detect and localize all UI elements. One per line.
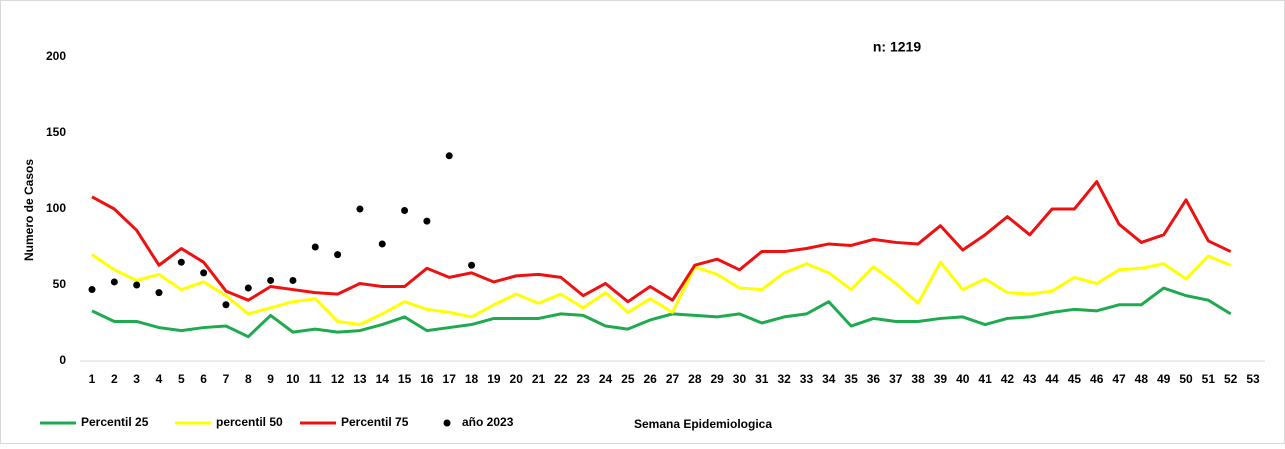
- x-tick-label: 5: [178, 372, 185, 386]
- x-tick-label: 7: [223, 372, 230, 386]
- x-tick-label: 50: [1179, 372, 1193, 386]
- x-tick-label: 41: [978, 372, 992, 386]
- x-axis-title: Semana Epidemiologica: [634, 417, 772, 431]
- x-tick-label: 14: [376, 372, 390, 386]
- legend-label: año 2023: [462, 415, 514, 429]
- x-tick-label: 1: [89, 372, 96, 386]
- x-tick-label: 21: [532, 372, 546, 386]
- x-tick-label: 52: [1224, 372, 1238, 386]
- x-tick-label: 13: [353, 372, 367, 386]
- x-tick-label: 38: [911, 372, 925, 386]
- legend-label: Percentil 25: [81, 415, 149, 429]
- x-tick-label: 46: [1090, 372, 1104, 386]
- x-tick-label: 8: [245, 372, 252, 386]
- x-tick-label: 16: [420, 372, 434, 386]
- legend-label: percentil 50: [216, 415, 283, 429]
- data-point: [468, 261, 476, 269]
- x-tick-label: 28: [688, 372, 702, 386]
- legend-label: Percentil 75: [341, 415, 409, 429]
- data-point: [334, 251, 342, 259]
- data-point: [311, 243, 319, 251]
- series-line: [91, 180, 1232, 304]
- x-tick-label: 9: [267, 372, 274, 386]
- y-tick-label: 50: [53, 277, 67, 291]
- x-tick-label: 32: [777, 372, 791, 386]
- series-line: [91, 286, 1232, 339]
- x-tick-label: 30: [733, 372, 747, 386]
- x-tick-label: 48: [1135, 372, 1149, 386]
- x-tick-label: 11: [309, 372, 322, 386]
- data-point: [110, 278, 118, 286]
- x-tick-label: 24: [599, 372, 613, 386]
- data-point: [222, 301, 230, 309]
- x-tick-label: 29: [710, 372, 724, 386]
- data-point: [378, 240, 386, 248]
- x-tick-label: 10: [286, 372, 300, 386]
- data-point: [244, 284, 252, 292]
- x-tick-label: 26: [643, 372, 657, 386]
- x-tick-label: 40: [956, 372, 970, 386]
- x-tick-label: 31: [755, 372, 769, 386]
- x-tick-label: 53: [1246, 372, 1260, 386]
- data-point: [423, 217, 431, 225]
- y-tick-label: 100: [46, 201, 66, 215]
- x-tick-label: 27: [666, 372, 680, 386]
- x-tick-label: 34: [822, 372, 836, 386]
- x-tick-label: 36: [867, 372, 881, 386]
- x-tick-label: 22: [554, 372, 568, 386]
- x-tick-label: 2: [111, 372, 118, 386]
- data-point: [88, 286, 96, 294]
- x-tick-label: 18: [465, 372, 479, 386]
- x-tick-label: 25: [621, 372, 635, 386]
- x-tick-label: 49: [1157, 372, 1171, 386]
- x-tick-label: 23: [577, 372, 591, 386]
- x-tick-label: 47: [1112, 372, 1126, 386]
- annotation: n: 1219: [873, 39, 921, 55]
- data-point: [401, 207, 409, 215]
- x-tick-label: 20: [510, 372, 524, 386]
- y-axis-title: Numero de Casos: [22, 159, 36, 261]
- x-tick-label: 39: [934, 372, 948, 386]
- data-point: [267, 276, 275, 284]
- x-tick-label: 12: [331, 372, 345, 386]
- y-tick-label: 0: [59, 353, 66, 367]
- x-tick-label: 37: [889, 372, 903, 386]
- data-point: [289, 276, 297, 284]
- x-tick-label: 33: [800, 372, 814, 386]
- x-tick-label: 17: [443, 372, 457, 386]
- x-tick-label: 6: [200, 372, 207, 386]
- data-point: [177, 258, 185, 266]
- x-tick-label: 35: [844, 372, 858, 386]
- y-tick-label: 200: [46, 49, 66, 63]
- x-tick-label: 15: [398, 372, 412, 386]
- x-tick-label: 45: [1068, 372, 1082, 386]
- x-tick-label: 19: [487, 372, 501, 386]
- series-line: [91, 253, 1232, 327]
- data-point: [155, 289, 163, 297]
- x-tick-label: 4: [156, 372, 163, 386]
- x-tick-label: 44: [1045, 372, 1059, 386]
- legend-marker: [443, 419, 451, 427]
- data-point: [200, 269, 208, 277]
- x-tick-label: 43: [1023, 372, 1037, 386]
- x-tick-label: 51: [1202, 372, 1216, 386]
- data-point: [356, 205, 364, 213]
- data-point: [445, 152, 453, 160]
- x-tick-label: 42: [1001, 372, 1015, 386]
- x-tick-label: 3: [133, 372, 140, 386]
- data-point: [133, 281, 141, 289]
- y-tick-label: 150: [46, 125, 66, 139]
